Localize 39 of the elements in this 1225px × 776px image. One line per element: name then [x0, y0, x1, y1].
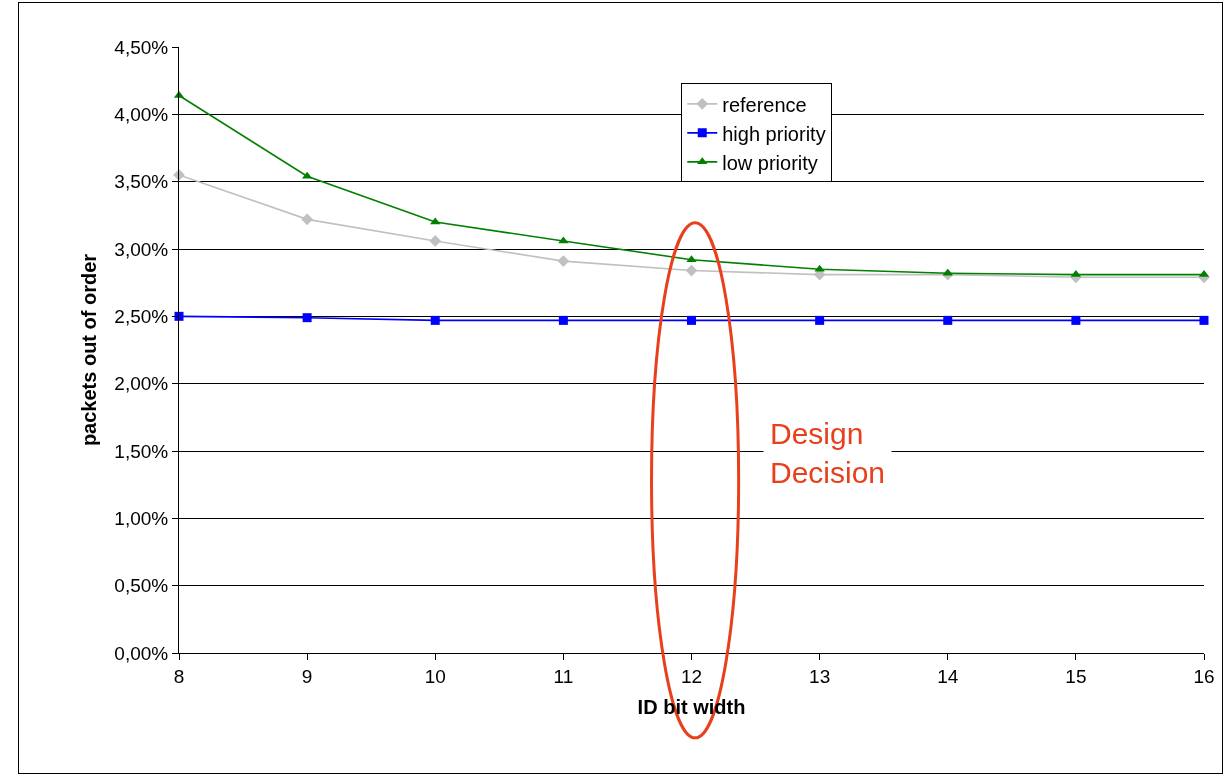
x-tick-label: 15 [1065, 665, 1087, 687]
point [685, 264, 698, 277]
point [558, 236, 569, 244]
point [301, 213, 313, 226]
x-tick-label: 14 [937, 665, 959, 687]
x-tick-label: 12 [680, 665, 703, 687]
legend-label: high priority [722, 122, 826, 145]
y-tick-label: 0,00% [114, 642, 169, 664]
y-tick-label: 4,00% [114, 103, 169, 125]
point [429, 235, 442, 247]
y-tick-label: 2,00% [114, 373, 169, 395]
x-tick-label: 8 [173, 665, 185, 687]
y-tick-label: 3,00% [114, 238, 169, 260]
x-tick-label: 11 [553, 665, 574, 687]
y-axis-title: packets out of order [77, 253, 100, 447]
x-tick-label: 9 [301, 665, 313, 687]
point [943, 315, 953, 325]
x-tick-label: 10 [424, 665, 446, 687]
y-tick-label: 3,50% [114, 171, 169, 193]
point [302, 313, 312, 323]
y-tick-label: 2,50% [114, 305, 169, 327]
y-tick-label: 0,50% [114, 575, 169, 597]
point [1071, 315, 1081, 325]
annotation: Design Decision [770, 417, 886, 489]
legend-label: low priority [722, 151, 818, 174]
point [558, 315, 568, 325]
y-tick-label: 1,00% [114, 507, 169, 529]
x-tick-label: 13 [809, 665, 831, 687]
y-tick-label: 4,50% [114, 36, 169, 58]
x-tick-label: 16 [1193, 665, 1215, 687]
legend-label: reference [722, 93, 807, 116]
point [815, 315, 825, 325]
point [557, 255, 570, 267]
point [1199, 315, 1209, 325]
point [687, 315, 696, 325]
point [686, 255, 697, 263]
point [430, 315, 440, 325]
y-tick-label: 1,50% [114, 440, 169, 462]
point [430, 217, 441, 225]
